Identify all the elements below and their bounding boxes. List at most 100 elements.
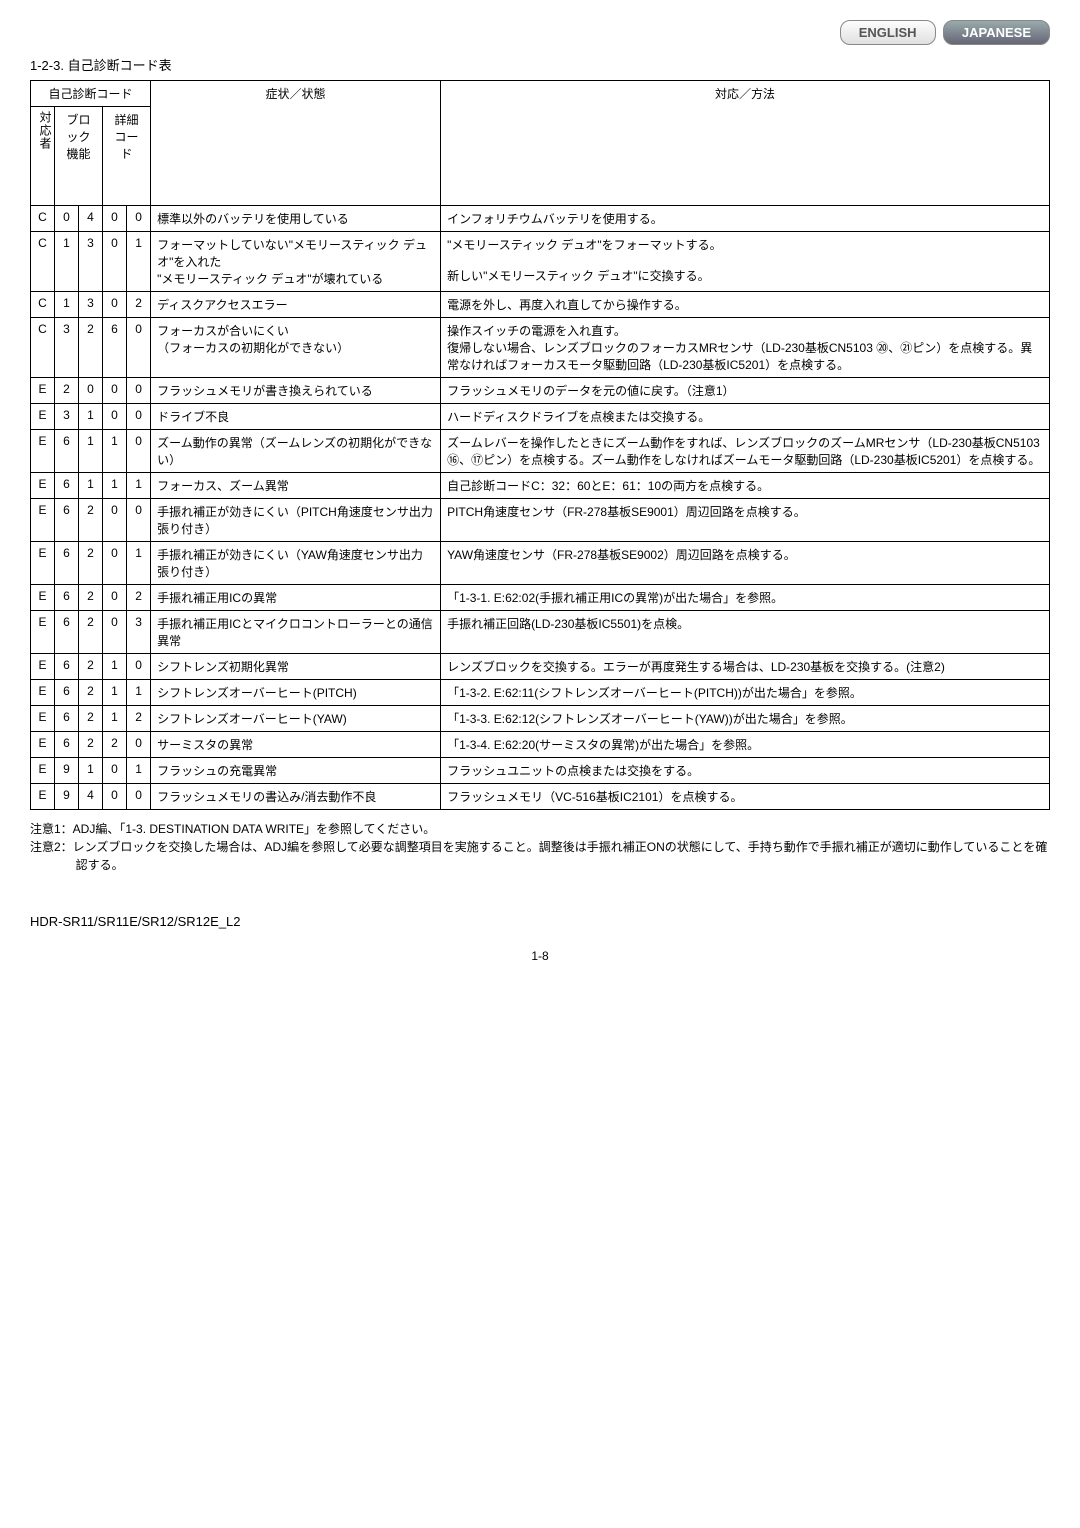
code-cell: 1 (103, 473, 127, 499)
symptom-cell: 手振れ補正用ICとマイクロコントローラーとの通信異常 (151, 611, 441, 654)
code-cell: C (31, 292, 55, 318)
japanese-button[interactable]: JAPANESE (943, 20, 1050, 45)
code-cell: 9 (55, 784, 79, 810)
table-row: E6110ズーム動作の異常（ズームレンズの初期化ができない）ズームレバーを操作し… (31, 430, 1050, 473)
code-cell: 6 (55, 542, 79, 585)
symptom-cell: 手振れ補正が効きにくい（YAW角速度センサ出力張り付き） (151, 542, 441, 585)
note-2: 注意2：レンズブロックを交換した場合は、ADJ編を参照して必要な調整項目を実施す… (30, 838, 1050, 874)
code-cell: E (31, 732, 55, 758)
code-cell: 1 (79, 430, 103, 473)
code-cell: 3 (79, 292, 103, 318)
code-cell: 0 (103, 542, 127, 585)
code-cell: 6 (55, 585, 79, 611)
code-cell: 1 (103, 430, 127, 473)
section-title: 1-2-3. 自己診断コード表 (30, 55, 1050, 74)
code-cell: 2 (79, 585, 103, 611)
code-cell: 0 (79, 378, 103, 404)
header-responder: 対応者 (37, 111, 54, 150)
table-row: E9400フラッシュメモリの書込み/消去動作不良フラッシュメモリ（VC-516基… (31, 784, 1050, 810)
code-cell: 1 (127, 758, 151, 784)
code-cell: 1 (127, 473, 151, 499)
code-cell: E (31, 404, 55, 430)
table-row: E3100ドライブ不良ハードディスクドライブを点検または交換する。 (31, 404, 1050, 430)
action-cell: フラッシュユニットの点検または交換をする。 (441, 758, 1050, 784)
code-cell: 1 (103, 680, 127, 706)
code-cell: 3 (55, 404, 79, 430)
header-detail: 詳細 コード (103, 107, 151, 206)
code-cell: 2 (55, 378, 79, 404)
code-cell: 3 (55, 318, 79, 378)
action-cell: 「1-3-3. E:62:12(シフトレンズオーバーヒート(YAW))が出た場合… (441, 706, 1050, 732)
code-cell: 0 (103, 585, 127, 611)
table-row: E6203手振れ補正用ICとマイクロコントローラーとの通信異常手振れ補正回路(L… (31, 611, 1050, 654)
symptom-cell: フォーカス、ズーム異常 (151, 473, 441, 499)
code-cell: 6 (55, 706, 79, 732)
symptom-cell: 手振れ補正が効きにくい（PITCH角速度センサ出力張り付き） (151, 499, 441, 542)
header-group: 自己診断コード (31, 81, 151, 107)
code-cell: 1 (127, 542, 151, 585)
code-cell: 0 (103, 758, 127, 784)
code-cell: C (31, 318, 55, 378)
action-cell: 「1-3-2. E:62:11(シフトレンズオーバーヒート(PITCH))が出た… (441, 680, 1050, 706)
code-cell: E (31, 378, 55, 404)
english-button[interactable]: ENGLISH (840, 20, 936, 45)
code-cell: 6 (55, 473, 79, 499)
code-cell: 1 (55, 292, 79, 318)
symptom-cell: シフトレンズオーバーヒート(PITCH) (151, 680, 441, 706)
code-cell: 3 (127, 611, 151, 654)
code-cell: E (31, 542, 55, 585)
code-cell: 0 (127, 206, 151, 232)
action-cell: 操作スイッチの電源を入れ直す。 復帰しない場合、レンズブロックのフォーカスMRセ… (441, 318, 1050, 378)
header-block: ブロック 機能 (55, 107, 103, 206)
table-row: E6211シフトレンズオーバーヒート(PITCH)「1-3-2. E:62:11… (31, 680, 1050, 706)
symptom-cell: フラッシュメモリが書き換えられている (151, 378, 441, 404)
symptom-cell: 手振れ補正用ICの異常 (151, 585, 441, 611)
symptom-cell: 標準以外のバッテリを使用している (151, 206, 441, 232)
symptom-cell: シフトレンズオーバーヒート(YAW) (151, 706, 441, 732)
code-cell: 0 (103, 784, 127, 810)
table-body: C0400標準以外のバッテリを使用しているインフォリチウムバッテリを使用する。C… (31, 206, 1050, 810)
action-cell: ズームレバーを操作したときにズーム動作をすれば、レンズブロックのズームMRセンサ… (441, 430, 1050, 473)
code-cell: C (31, 232, 55, 292)
code-cell: E (31, 758, 55, 784)
code-cell: E (31, 654, 55, 680)
symptom-cell: ズーム動作の異常（ズームレンズの初期化ができない） (151, 430, 441, 473)
code-cell: 1 (127, 680, 151, 706)
code-cell: 0 (127, 654, 151, 680)
code-cell: 0 (103, 232, 127, 292)
table-row: C1301フォーマットしていない"メモリースティック デュオ"を入れた "メモリ… (31, 232, 1050, 292)
table-row: E6200手振れ補正が効きにくい（PITCH角速度センサ出力張り付き）PITCH… (31, 499, 1050, 542)
code-cell: 0 (103, 404, 127, 430)
code-cell: 0 (103, 611, 127, 654)
action-cell: フラッシュメモリのデータを元の値に戻す。（注意1） (441, 378, 1050, 404)
code-cell: 0 (55, 206, 79, 232)
code-cell: 2 (127, 292, 151, 318)
header-action: 対応／方法 (441, 81, 1050, 206)
header-symptom: 症状／状態 (151, 81, 441, 206)
code-cell: 2 (79, 542, 103, 585)
code-cell: 0 (103, 206, 127, 232)
code-cell: 1 (79, 473, 103, 499)
table-row: E6220サーミスタの異常「1-3-4. E:62:20(サーミスタの異常)が出… (31, 732, 1050, 758)
code-cell: 0 (127, 430, 151, 473)
code-cell: 2 (79, 732, 103, 758)
code-cell: 1 (127, 232, 151, 292)
model-footer: HDR-SR11/SR11E/SR12/SR12E_L2 (30, 914, 1050, 929)
code-cell: 6 (55, 732, 79, 758)
symptom-cell: フォーカスが合いにくい （フォーカスの初期化ができない） (151, 318, 441, 378)
code-cell: 2 (79, 499, 103, 542)
symptom-cell: シフトレンズ初期化異常 (151, 654, 441, 680)
code-cell: E (31, 430, 55, 473)
code-cell: E (31, 585, 55, 611)
code-cell: 2 (79, 318, 103, 378)
code-cell: 0 (127, 378, 151, 404)
symptom-cell: ディスクアクセスエラー (151, 292, 441, 318)
code-cell: 4 (79, 206, 103, 232)
code-cell: 2 (79, 654, 103, 680)
code-cell: 1 (79, 758, 103, 784)
code-cell: 0 (127, 318, 151, 378)
action-cell: インフォリチウムバッテリを使用する。 (441, 206, 1050, 232)
code-cell: 1 (79, 404, 103, 430)
table-row: E9101フラッシュの充電異常フラッシュユニットの点検または交換をする。 (31, 758, 1050, 784)
code-cell: 2 (127, 585, 151, 611)
